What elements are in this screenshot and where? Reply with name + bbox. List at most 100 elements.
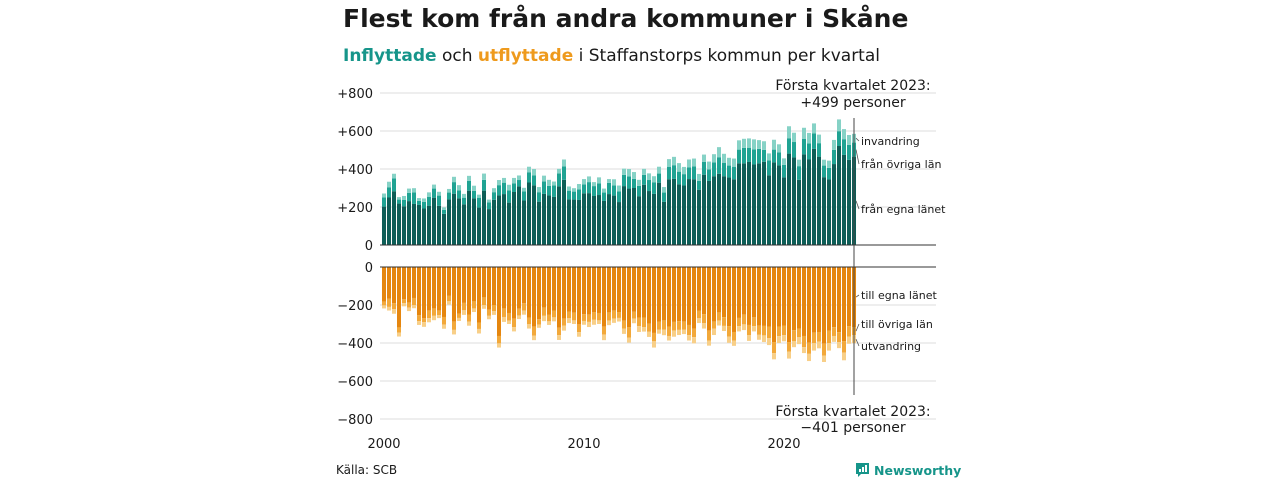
outflow-bar-segment	[502, 316, 506, 322]
outflow-bar-segment	[407, 307, 411, 312]
outflow-bar-segment	[817, 331, 821, 342]
inflow-bar-segment	[842, 139, 846, 155]
outflow-bar-segment	[657, 329, 661, 334]
inflow-bar-segment	[777, 144, 781, 153]
inflow-bar-segment	[447, 192, 451, 200]
inflow-bar-segment	[402, 206, 406, 245]
outflow-bar-segment	[572, 312, 576, 321]
outflow-bar-segment	[497, 335, 501, 344]
inflow-bar-segment	[507, 202, 511, 245]
inflow-bar-segment	[512, 183, 516, 192]
outflow-bar-segment	[772, 342, 776, 354]
inflow-bar-segment	[687, 179, 691, 245]
inflow-bar-segment	[747, 147, 751, 162]
inflow-bar-segment	[572, 191, 576, 200]
inflow-bar-segment	[572, 188, 576, 192]
inflow-bar-segment	[597, 177, 601, 184]
outflow-bar-segment	[397, 327, 401, 333]
outflow-bar-segment	[382, 305, 386, 309]
inflow-bar-segment	[467, 180, 471, 191]
top-y-tick-label: +600	[337, 125, 373, 140]
inflow-bar-segment	[617, 202, 621, 245]
inflow-bar-segment	[657, 173, 661, 183]
inflow-bar-segment	[832, 139, 836, 150]
outflow-bar-segment	[577, 324, 581, 333]
outflow-bar-segment	[822, 355, 826, 362]
inflow-bar-segment	[822, 159, 826, 166]
inflow-bar-segment	[492, 199, 496, 245]
outflow-bar-segment	[477, 267, 481, 323]
subtitle-och: och	[441, 46, 473, 66]
outflow-bar-segment	[717, 320, 721, 326]
inflow-bar-segment	[502, 194, 506, 245]
outflow-bar-segment	[512, 267, 516, 319]
inflow-bar-segment	[392, 173, 396, 179]
inflow-bar-segment	[737, 140, 741, 150]
inflow-bar-segment	[627, 188, 631, 245]
outflow-bar-segment	[822, 267, 826, 344]
inflow-bar-segment	[662, 187, 666, 193]
inflow-bar-segment	[642, 168, 646, 175]
inflow-bar-segment	[612, 195, 616, 245]
inflow-bar-segment	[802, 127, 806, 139]
outflow-bar-segment	[717, 312, 721, 321]
brand-logo[interactable]: Newsworthy	[855, 462, 961, 478]
outflow-bar-segment	[472, 301, 476, 309]
inflow-bar-segment	[762, 149, 766, 162]
outflow-bar-segment	[427, 310, 431, 319]
outflow-bar-segment	[802, 347, 806, 354]
inflow-bar-segment	[842, 129, 846, 140]
newsworthy-icon	[856, 463, 869, 477]
inflow-bar-segment	[542, 175, 546, 182]
outflow-bar-segment	[522, 310, 526, 315]
outflow-bar-segment	[762, 335, 766, 343]
inflow-bar-segment	[787, 126, 791, 139]
outflow-bar-segment	[497, 343, 501, 348]
inflow-bar-segment	[502, 177, 506, 183]
outflow-bar-segment	[842, 341, 846, 353]
outflow-bar-segment	[482, 305, 486, 309]
outflow-bar-segment	[687, 267, 691, 325]
inflow-bar-segment	[407, 188, 411, 193]
outflow-bar-segment	[602, 334, 606, 341]
inflow-bar-segment	[582, 184, 586, 194]
bottom-y-tick-label: −200	[337, 299, 373, 314]
outflow-bar-segment	[422, 267, 426, 319]
outflow-bar-segment	[517, 267, 521, 309]
outflow-bar-segment	[457, 317, 461, 321]
outflow-bar-segment	[497, 267, 501, 336]
inflow-bar-segment	[732, 179, 736, 245]
inflow-bar-segment	[447, 199, 451, 245]
inflow-bar-segment	[662, 201, 666, 245]
inflow-bar-segment	[717, 147, 721, 158]
inflow-bar-segment	[542, 193, 546, 245]
outflow-bar-segment	[457, 267, 461, 314]
inflow-bar-segment	[622, 174, 626, 187]
outflow-bar-segment	[747, 335, 751, 341]
inflow-bar-segment	[747, 138, 751, 148]
outflow-bar-segment	[537, 324, 541, 328]
outflow-bar-segment	[777, 326, 781, 337]
outflow-bar-segment	[647, 323, 651, 332]
inflow-bar-segment	[422, 201, 426, 209]
outflow-bar-segment	[597, 267, 601, 313]
inflow-bar-segment	[727, 157, 731, 166]
inflow-bar-segment	[502, 182, 506, 195]
inflow-bar-segment	[492, 192, 496, 200]
outflow-bar-segment	[612, 267, 616, 311]
inflow-bar-segment	[807, 132, 811, 144]
inflow-bar-segment	[407, 192, 411, 202]
inflow-bar-segment	[707, 180, 711, 245]
outflow-bar-segment	[512, 327, 516, 332]
outflow-bar-segment	[722, 317, 726, 326]
inflow-bar-segment	[412, 192, 416, 204]
outflow-bar-segment	[737, 317, 741, 327]
outflow-bar-segment	[452, 267, 456, 322]
inflow-bar-segment	[757, 140, 761, 149]
brand-name: Newsworthy	[874, 462, 962, 478]
outflow-series-label: utvandring	[861, 340, 921, 353]
inflow-bar-segment	[567, 190, 571, 200]
inflow-bar-segment	[737, 149, 741, 164]
outflow-bar-segment	[757, 325, 761, 335]
outflow-bar-segment	[642, 327, 646, 332]
